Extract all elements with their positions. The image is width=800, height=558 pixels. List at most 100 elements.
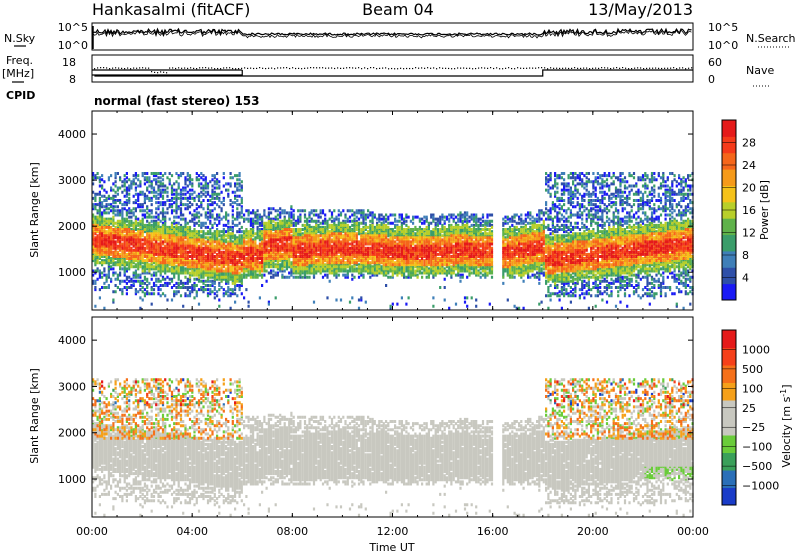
nave-dot (511, 67, 513, 70)
nsearch-label: N.Search (746, 32, 796, 45)
velocity-colorbar-tick-label: −100 (742, 441, 772, 454)
nave-dot (604, 67, 606, 69)
nave-dot (415, 67, 417, 69)
nsky-trace (92, 26, 692, 49)
nsearch-line (92, 29, 692, 39)
velocity-colorbar: 1000 500 100 25 −25 −100 −500 −1000 (721, 329, 779, 506)
velocity-colorbar-swatch (722, 382, 736, 401)
nave-dot (103, 67, 105, 69)
nave-dot (475, 67, 477, 70)
nave-dot (373, 67, 375, 69)
power-colorbar-swatch (722, 152, 736, 170)
power-ylabel: Slant Range [km] (28, 162, 41, 258)
nave-dot (124, 68, 126, 70)
nave-dot (130, 68, 132, 70)
nsky-tick-bottom-left: 10^0 (58, 39, 88, 52)
y-tick-label: 1000 (58, 473, 86, 486)
nave-dot (397, 68, 399, 70)
x-tick-label: 08:00 (276, 525, 308, 538)
velocity-colorbar-swatch (722, 487, 736, 506)
nave-dot (568, 67, 570, 70)
nave-dot (127, 67, 129, 69)
nave-dot (325, 67, 327, 69)
power-cell-group (94, 232, 694, 267)
nave-dot (304, 67, 306, 69)
nave-dot (94, 68, 96, 70)
nave-dot (502, 68, 504, 70)
nave-dot (688, 67, 690, 69)
nave-dot (517, 67, 519, 69)
x-tick-label: 20:00 (577, 525, 609, 538)
nave-dot (193, 67, 195, 69)
nave-dot (655, 67, 657, 69)
nave-dot (235, 68, 237, 70)
nave-dot (286, 67, 288, 69)
nave-dot (205, 67, 207, 69)
nave-dot (238, 68, 240, 70)
nave-dot (112, 67, 114, 69)
power-cell-group (92, 172, 694, 310)
power-cells (92, 172, 694, 310)
nave-dot (469, 67, 471, 69)
nave-dot (232, 67, 234, 70)
nave-dot (472, 68, 474, 70)
nave-dot (523, 67, 525, 69)
velocity-cells (92, 378, 694, 517)
nave-dot (658, 67, 660, 69)
nave-dot (277, 67, 279, 69)
nave-dot (319, 67, 321, 69)
cpid-value: normal (fast stereo) 153 (94, 94, 260, 108)
velocity-colorbar-swatch (722, 435, 736, 453)
nave-dot (247, 67, 249, 69)
nave-dot (322, 67, 324, 69)
nave-dot (550, 67, 552, 69)
nave-dot (265, 67, 267, 70)
nave-dot (478, 67, 480, 69)
nave-dot (685, 68, 687, 70)
velocity-colorbar-label-main: Velocity [m s (780, 396, 793, 467)
nave-dot (379, 67, 381, 69)
x-tick-label: 00:00 (76, 525, 108, 538)
nave-dot (256, 67, 258, 70)
velocity-colorbar-swatch (722, 452, 736, 471)
nave-dot (556, 67, 558, 69)
velocity-ylabel: Slant Range [km] (28, 368, 41, 464)
nave-dot (454, 68, 456, 70)
nave-dot (148, 67, 150, 69)
nave-dot (610, 67, 612, 70)
velocity-cell-group (137, 378, 694, 403)
velocity-y-ticks: 1000 2000 3000 4000 (58, 334, 693, 486)
y-tick-label: 3000 (58, 174, 86, 187)
nave-dot (316, 67, 318, 69)
nave-dot (352, 67, 354, 69)
freq-unit: [MHz] (2, 67, 34, 80)
nave-dot (337, 67, 339, 69)
nave-dot (295, 67, 297, 70)
nave-dot (145, 67, 147, 69)
nave-dot (616, 67, 618, 69)
nave-dot (187, 67, 189, 69)
nave-dot (274, 68, 276, 70)
power-colorbar-swatch (722, 267, 736, 285)
y-tick-label: 1000 (58, 266, 86, 279)
nave-dot (199, 67, 201, 69)
nave-dot (241, 67, 243, 69)
nave-dot (592, 67, 594, 69)
power-colorbar-label: Power [dB] (758, 180, 771, 240)
nave-dot (565, 67, 567, 69)
power-cell-group (92, 223, 694, 275)
nsky-tick-bottom-right: 10^0 (708, 39, 738, 52)
power-y-ticks: 1000 2000 3000 4000 (58, 128, 693, 279)
nave-dot (364, 67, 366, 69)
beam-title: Beam 04 (362, 0, 434, 19)
x-tick-label: 16:00 (477, 525, 509, 538)
velocity-colorbar-swatch (722, 330, 736, 348)
power-colorbar: 4 8 12 16 20 24 28 (721, 119, 756, 301)
time-axis-label: Time UT (368, 541, 414, 554)
nave-dot (358, 67, 360, 69)
nave-dot (682, 67, 684, 69)
nave-dot (514, 68, 516, 70)
freq-label: Freq. (6, 54, 33, 67)
nave-tick-top: 60 (708, 56, 722, 69)
y-tick-label: 2000 (58, 220, 86, 233)
